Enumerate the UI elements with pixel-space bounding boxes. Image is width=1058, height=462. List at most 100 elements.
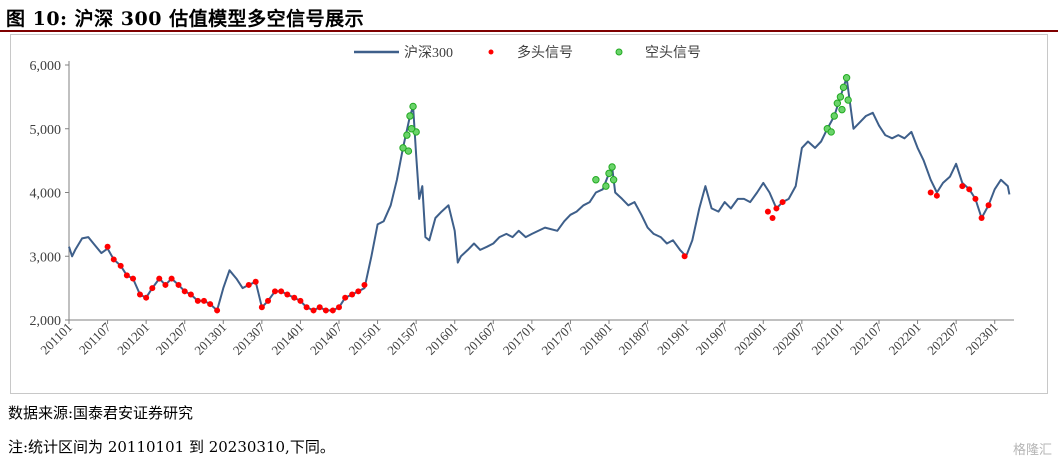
long-signal-point (143, 294, 150, 301)
long-signal-point (149, 285, 156, 292)
figure-title: 图 10: 沪深 300 估值模型多空信号展示 (6, 8, 365, 30)
long-signal-point (136, 291, 143, 298)
period-note: 注:统计区间为 20110101 到 20230310,下同。 (8, 438, 335, 456)
hs300-signal-chart: 沪深300 多头信号 空头信号 2,0003,0004,0005,0006,000 … (30, 44, 1014, 358)
long-signal-point (972, 195, 979, 202)
x-tick-label: 202001 (731, 320, 769, 358)
short-signal-point (608, 163, 616, 171)
short-signal-point (409, 102, 417, 111)
x-tick-label: 202007 (770, 319, 809, 358)
x-tick-label: 201701 (500, 320, 538, 358)
title-rule (0, 30, 1058, 32)
long-signal-point (310, 307, 317, 314)
x-tick-label: 201401 (268, 320, 306, 358)
long-signal-point (187, 291, 194, 298)
long-signal-point (284, 291, 291, 298)
series-line-hs300 (68, 76, 1011, 312)
short-signal-point (838, 105, 846, 114)
x-tick-label: 201301 (191, 320, 229, 358)
short-signal-point (403, 131, 411, 139)
y-tick-label: 5,000 (30, 123, 62, 138)
long-signal-point (769, 215, 776, 221)
legend-label-long: 多头信号 (517, 44, 573, 61)
long-signal-point (214, 307, 221, 314)
long-signal-point (168, 275, 175, 282)
x-tick-label: 201207 (153, 319, 192, 358)
y-tick-label: 2,000 (30, 314, 62, 329)
long-signal-point (130, 275, 137, 282)
legend-short-swatch (615, 48, 623, 56)
long-signal-point (316, 304, 323, 311)
long-signal-point (104, 243, 111, 250)
short-signal-point (839, 83, 848, 92)
short-signal-point (592, 176, 600, 184)
long-signal-point (156, 275, 163, 282)
long-signal-point (297, 297, 304, 304)
short-signal-point (602, 182, 610, 190)
legend-label-short: 空头信号 (645, 45, 701, 61)
x-tick-label: 202301 (963, 320, 1001, 358)
y-tick-label: 4,000 (30, 187, 62, 202)
long-signal-point (123, 272, 130, 279)
long-signal-point (322, 307, 329, 314)
short-signal-point (844, 96, 852, 104)
legend-long-swatch (488, 49, 494, 55)
long-signal-point (355, 288, 362, 295)
short-signal-point (404, 147, 413, 155)
source-note: 数据来源:国泰君安证券研究 (8, 404, 194, 422)
long-signal-point (764, 208, 771, 215)
legend: 沪深300 多头信号 空头信号 (354, 44, 701, 61)
short-signal-point (399, 144, 407, 152)
x-tick-label: 201801 (577, 320, 615, 358)
long-signal-point (336, 304, 342, 311)
long-signal-point (349, 291, 356, 298)
x-tick-label: 201307 (230, 319, 269, 358)
x-tick-label: 201501 (346, 320, 384, 358)
y-tick-label: 6,000 (30, 59, 62, 74)
long-signal-point (194, 297, 201, 304)
long-signal-point (361, 281, 368, 288)
x-tick-label: 202207 (924, 319, 963, 358)
long-signal-point (265, 297, 272, 304)
long-signal-point (245, 281, 252, 288)
x-tick-label: 201201 (114, 320, 152, 358)
x-tick-label: 201707 (538, 319, 577, 358)
x-tick-label: 201601 (423, 320, 461, 358)
long-signal-point (252, 278, 259, 285)
long-signal-point (966, 186, 973, 193)
x-tick-label: 201407 (307, 319, 346, 358)
long-signal-point (342, 294, 349, 301)
short-signal-point (842, 74, 851, 82)
watermark: 格隆汇 (1012, 443, 1052, 458)
long-signal-point (278, 288, 285, 295)
long-signal-point (258, 304, 265, 311)
long-signal-point (985, 202, 992, 209)
short-signal-point (609, 176, 618, 184)
x-tick-label: 202101 (808, 320, 846, 358)
x-tick-label: 202107 (847, 319, 886, 358)
long-signal-point (303, 304, 310, 311)
short-signal-point (407, 125, 416, 133)
long-signal-point (927, 189, 934, 196)
long-signal-point (110, 256, 117, 263)
x-tick-label: 201107 (76, 319, 114, 357)
long-signal-point (959, 183, 966, 190)
x-tick-label: 201607 (461, 319, 500, 358)
long-signal-point (271, 288, 278, 295)
long-signal-point (181, 288, 188, 295)
long-signal-point (291, 294, 298, 301)
legend-label-hs300: 沪深300 (404, 45, 453, 61)
x-tick-label: 201901 (654, 320, 692, 358)
x-tick-label: 202201 (886, 320, 924, 358)
long-signal-point (933, 192, 940, 199)
long-signal-point (773, 205, 780, 212)
long-signal-point (329, 307, 336, 314)
chart-frame: 沪深300 多头信号 空头信号 2,000 3,000 4,000 5,000 6,000 … (10, 34, 1048, 394)
y-tick-label: 3,000 (30, 250, 62, 265)
long-signal-point (779, 199, 786, 206)
long-signal-point (117, 262, 124, 269)
x-axis: 201101 201107 201201 201207 201301 201307 2014… (37, 319, 1014, 358)
short-signal-point (836, 93, 845, 101)
x-tick-label: 201507 (384, 319, 423, 358)
long-signal-point (162, 281, 169, 288)
